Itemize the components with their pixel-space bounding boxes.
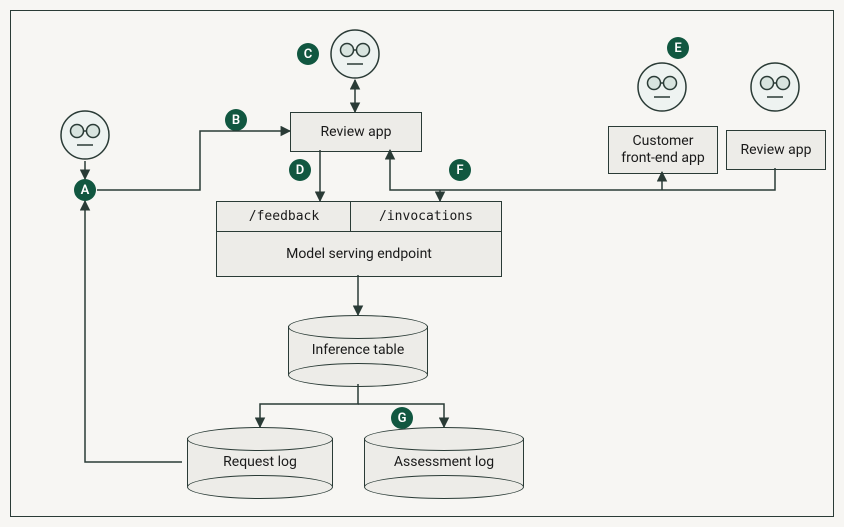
node-review-app-2: Review app [726, 130, 826, 170]
node-review-app: Review app [290, 112, 422, 152]
node-label: Customer front-end app [621, 133, 705, 167]
node-label: /feedback [249, 209, 319, 225]
badge-e: E [667, 37, 689, 59]
cylinder-assessment-log: Assessment log [364, 427, 524, 497]
node-endpoint: Model serving endpoint [216, 231, 502, 277]
node-customer-app: Customer front-end app [608, 126, 718, 174]
badge-label: F [456, 163, 463, 178]
badge-b: B [225, 109, 247, 131]
user-icon [330, 29, 380, 79]
badge-g: G [391, 407, 413, 429]
badge-label: D [296, 163, 304, 178]
cylinder-label: Request log [223, 454, 297, 470]
cylinder-inference-table: Inference table [288, 315, 428, 385]
node-label: /invocations [379, 209, 473, 225]
user-icon [637, 62, 687, 112]
badge-a: A [74, 179, 96, 201]
user-icon [750, 62, 800, 112]
node-label: Review app [741, 142, 812, 159]
cylinder-label: Inference table [312, 342, 405, 358]
badge-c: C [297, 43, 319, 65]
badge-label: E [674, 41, 681, 56]
node-label: Review app [321, 124, 392, 141]
node-invocations: /invocations [350, 201, 502, 233]
node-label: Model serving endpoint [286, 246, 432, 263]
badge-label: B [232, 113, 240, 128]
badge-f: F [449, 159, 471, 181]
badge-label: C [304, 47, 313, 62]
badge-label: A [81, 183, 90, 198]
cylinder-label: Assessment log [394, 454, 494, 470]
cylinder-request-log: Request log [187, 427, 333, 497]
node-feedback: /feedback [216, 201, 352, 233]
badge-d: D [289, 159, 311, 181]
user-icon [60, 110, 110, 160]
badge-label: G [398, 411, 407, 426]
